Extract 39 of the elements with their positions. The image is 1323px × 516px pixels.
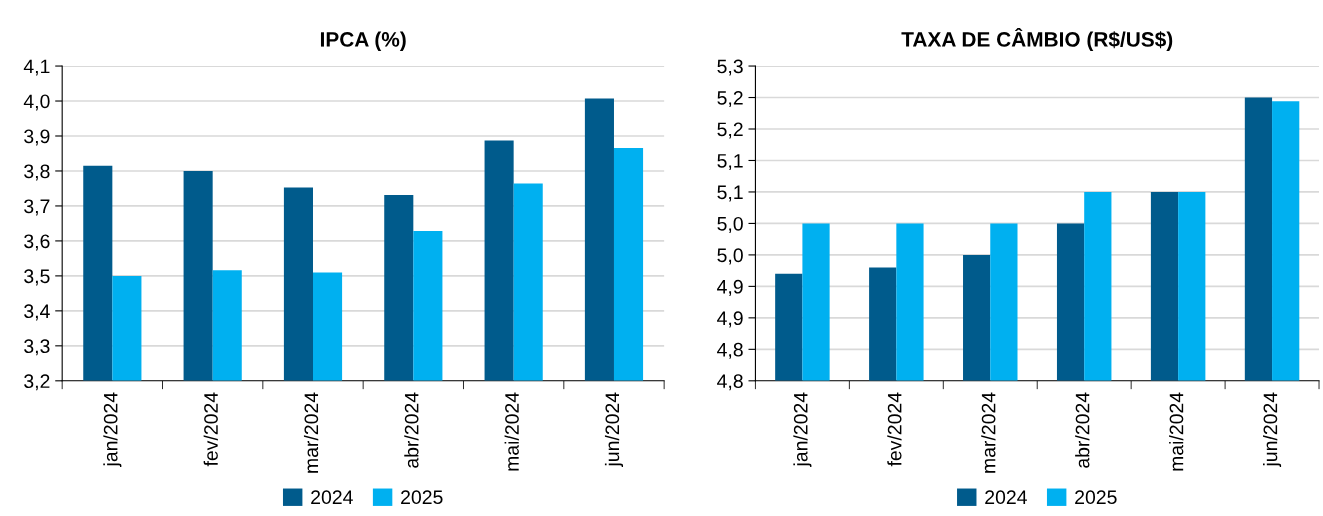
x-tick-label: fev/2024 <box>887 392 902 467</box>
y-tick-label: 3,7 <box>24 199 50 216</box>
x-tick-label: abr/2024 <box>1075 392 1090 468</box>
y-tick-label: 3,2 <box>24 374 50 391</box>
legend-label: 2024 <box>311 490 353 505</box>
x-tick-label: fev/2024 <box>203 392 218 467</box>
x-tick-label: mai/2024 <box>1169 392 1184 471</box>
y-tick-label: 3,9 <box>24 129 50 146</box>
y-tick-label: 5,1 <box>717 154 743 171</box>
y-tick-label: 4,9 <box>717 311 743 328</box>
y-tick-label: 5,2 <box>717 90 743 108</box>
x-tick-label: jan/2024 <box>793 392 812 467</box>
x-tick-label: mai/2024 <box>504 392 519 471</box>
legend-label: 2025 <box>401 490 443 505</box>
x-tick-label: jun/2024 <box>604 392 624 467</box>
y-tick-label: 3,8 <box>24 164 50 181</box>
y-tick-label: 4,8 <box>717 342 743 359</box>
legend-label: 2025 <box>1075 490 1117 505</box>
x-tick-label: mar/2024 <box>981 392 996 473</box>
y-tick-label: 5,2 <box>717 122 743 139</box>
x-tick-label: jan/2024 <box>103 392 122 467</box>
y-tick-label: 5,0 <box>717 248 743 265</box>
y-tick-label: 4,0 <box>23 94 50 111</box>
y-tick-label: 5,0 <box>717 216 743 233</box>
y-tick-label: 3,5 <box>24 269 50 286</box>
y-tick-label: 4,1 <box>23 59 50 76</box>
legend-label: 2024 <box>985 490 1027 505</box>
chart-title: IPCA (%) <box>320 31 406 51</box>
x-tick-label: mar/2024 <box>303 392 319 473</box>
y-tick-label: 4,8 <box>717 374 743 391</box>
chart-title: TAXA DE CÂMBIO (R$/US$) <box>901 27 1173 51</box>
x-tick-label: abr/2024 <box>404 392 419 468</box>
x-tick-label: jun/2024 <box>1263 392 1282 467</box>
y-tick-label: 5,1 <box>717 185 743 202</box>
y-tick-label: 3,6 <box>24 234 50 251</box>
y-tick-label: 5,3 <box>717 59 743 76</box>
y-tick-label: 3,3 <box>24 339 50 356</box>
y-tick-label: 4,9 <box>717 279 743 296</box>
y-tick-label: 3,4 <box>24 304 50 321</box>
